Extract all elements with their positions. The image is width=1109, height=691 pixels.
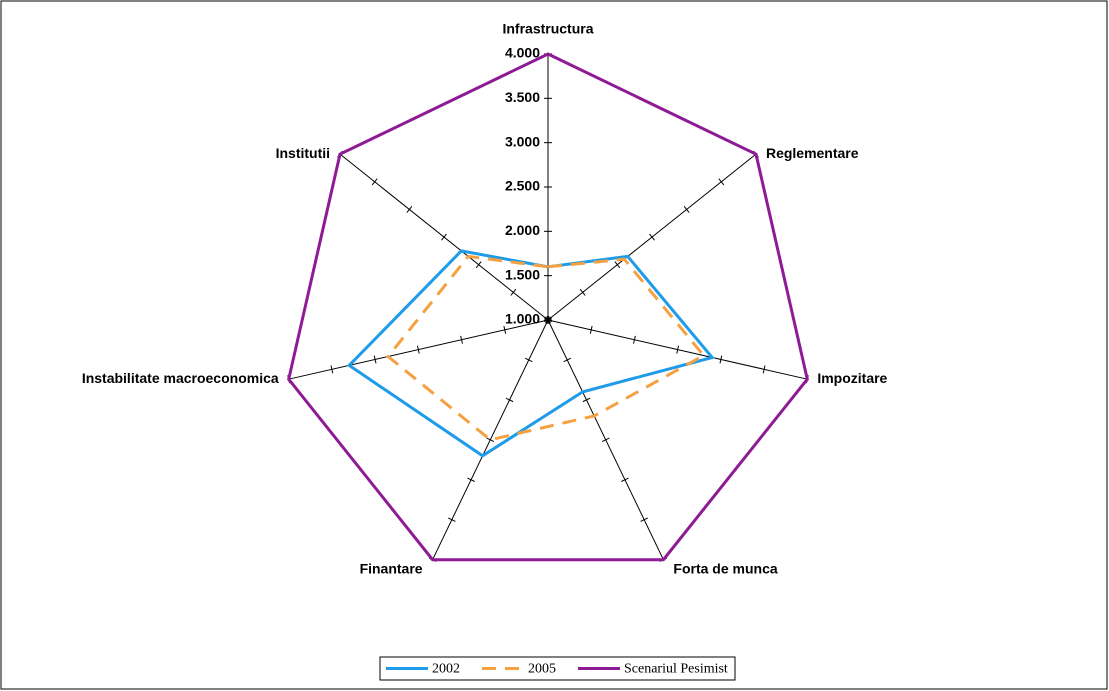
- legend: 2002 2005 Scenariul Pesimist: [379, 656, 736, 681]
- tick-mark: [441, 233, 447, 241]
- tick-mark: [633, 335, 636, 344]
- tick-mark: [683, 205, 690, 213]
- tick-mark: [718, 178, 725, 186]
- y-tick-label: 1.000: [505, 311, 540, 327]
- y-tick-label: 3.000: [505, 133, 540, 149]
- series-line: [385, 254, 706, 442]
- category-label: Impozitare: [817, 370, 887, 386]
- tick-mark: [563, 357, 572, 363]
- tick-mark: [486, 437, 495, 443]
- tick-mark: [719, 355, 723, 364]
- tick-mark: [524, 357, 533, 363]
- y-tick-label: 4.000: [505, 45, 540, 61]
- tick-mark: [601, 437, 610, 443]
- tick-mark: [406, 205, 413, 213]
- tick-mark: [505, 397, 514, 403]
- tick-mark: [448, 517, 456, 522]
- tick-mark: [503, 325, 507, 334]
- category-label: Reglementare: [766, 145, 859, 161]
- tick-mark: [589, 325, 593, 334]
- y-tick-label: 2.500: [505, 178, 540, 194]
- legend-label: Scenariul Pesimist: [624, 662, 728, 677]
- tick-mark: [762, 365, 766, 374]
- tick-mark: [475, 261, 482, 269]
- legend-label: 2005: [528, 662, 556, 677]
- tick-mark: [579, 288, 586, 296]
- y-tick-label: 3.500: [505, 89, 540, 105]
- category-label: Infrastructura: [502, 21, 593, 37]
- category-label: Finantare: [360, 560, 423, 576]
- tick-mark: [640, 517, 648, 522]
- tick-mark: [676, 345, 680, 354]
- tick-mark: [649, 233, 655, 241]
- legend-box: [379, 656, 736, 681]
- tick-mark: [371, 178, 378, 186]
- tick-mark: [460, 335, 463, 344]
- y-tick-label: 2.000: [505, 222, 540, 238]
- tick-mark: [330, 365, 334, 374]
- tick-mark: [510, 288, 517, 296]
- series-line: [287, 52, 809, 562]
- tick-mark: [614, 261, 621, 269]
- tick-mark: [545, 316, 551, 324]
- tick-mark: [582, 397, 591, 403]
- category-label: Institutii: [276, 145, 330, 161]
- tick-mark: [373, 355, 377, 364]
- tick-mark: [621, 477, 629, 482]
- category-label: Instabilitate macroeconomica: [82, 370, 279, 386]
- category-label: Forta de munca: [673, 560, 777, 576]
- y-tick-label: 1.500: [505, 266, 540, 282]
- tick-mark: [467, 477, 475, 482]
- tick-mark: [416, 345, 420, 354]
- legend-label: 2002: [432, 662, 460, 677]
- series-line: [346, 249, 715, 458]
